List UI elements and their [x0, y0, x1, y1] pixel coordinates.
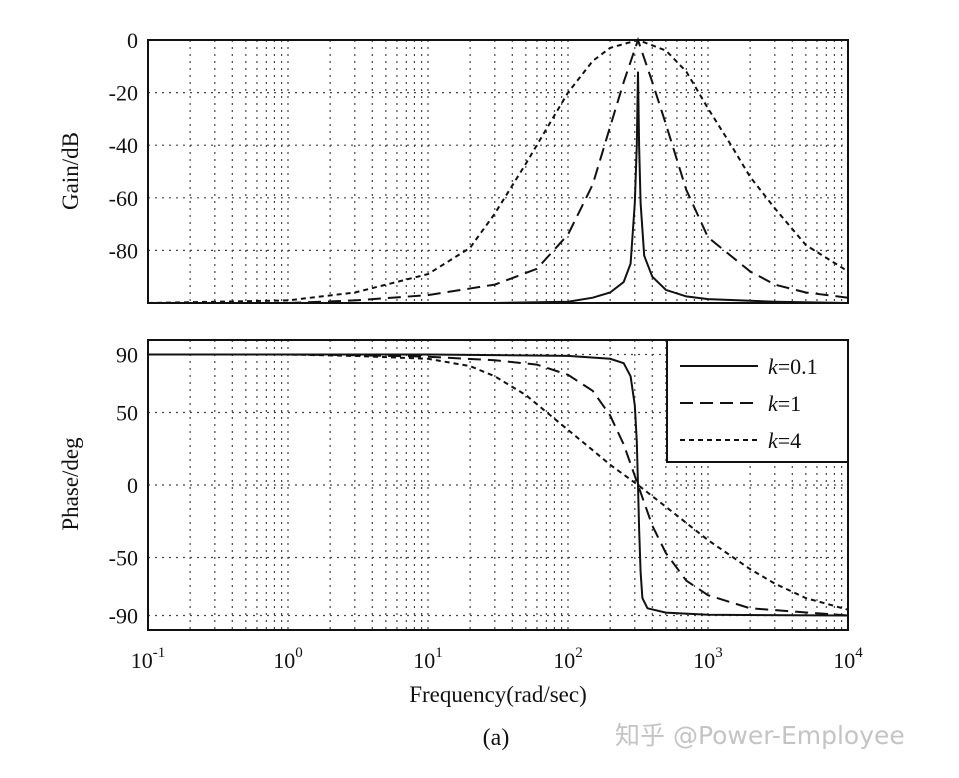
phase-curve-k01 — [148, 353, 849, 617]
phase-y-tick-label: 50 — [116, 401, 138, 426]
phase-y-tick-label: 90 — [116, 343, 138, 368]
figure-caption: (a) — [483, 725, 510, 751]
phase-y-ticks: 90 50 0 -50 -90 — [109, 343, 138, 629]
phase-panel: 90 50 0 -50 -90 Phase/deg — [58, 339, 849, 631]
phase-y-tick-label: -50 — [109, 546, 138, 571]
legend: k=0.1 k=1 k=4 — [666, 339, 849, 463]
gain-curves — [147, 36, 849, 304]
x-tick-label: 10-1 — [131, 645, 166, 673]
legend-k-k1: k — [768, 391, 779, 416]
legend-k-k01: k — [768, 354, 779, 379]
legend-box — [666, 339, 849, 463]
legend-item-k01: k=0.1 — [680, 354, 818, 379]
legend-label-k4: k=4 — [768, 428, 801, 453]
x-tick-label: 103 — [693, 645, 723, 673]
legend-item-k1: k=1 — [680, 391, 801, 416]
x-tick-label: 100 — [273, 645, 303, 673]
phase-y-tick-label: -90 — [109, 604, 138, 629]
gain-y-label: Gain/dB — [58, 132, 83, 210]
phase-curve-k1 — [148, 353, 849, 617]
legend-k-k4: k — [768, 428, 779, 453]
phase-curves — [148, 353, 849, 617]
legend-value-k4: =4 — [778, 428, 801, 453]
x-tick-label: 104 — [833, 645, 863, 673]
x-tick-label: 101 — [413, 645, 443, 673]
legend-label-k1: k=1 — [768, 391, 801, 416]
gain-grid — [148, 39, 848, 303]
legend-label-k01: k=0.1 — [768, 354, 818, 379]
gain-y-tick-label: -60 — [109, 186, 138, 211]
x-tick-label: 102 — [553, 645, 583, 673]
phase-y-tick-label: 0 — [127, 473, 138, 498]
phase-plot-frame — [147, 339, 849, 631]
gain-curve-k01 — [148, 71, 849, 304]
x-ticks: 10-1 100 101 102 103 104 — [131, 645, 864, 673]
phase-curve-k4 — [148, 353, 849, 611]
gain-panel: 0 -20 -40 -60 -80 Gain/dB — [58, 28, 849, 304]
legend-value-k01: =0.1 — [778, 354, 818, 379]
gain-plot-frame — [147, 39, 849, 304]
legend-value-k1: =1 — [778, 391, 801, 416]
gain-y-ticks: 0 -20 -40 -60 -80 — [109, 28, 138, 263]
gain-curve-k1 — [148, 36, 849, 304]
gain-y-tick-label: -20 — [109, 81, 138, 106]
phase-y-label: Phase/deg — [58, 437, 83, 531]
gain-curve-k4 — [147, 38, 849, 304]
gain-y-tick-label: -40 — [109, 133, 138, 158]
legend-item-k4: k=4 — [680, 428, 801, 453]
gain-y-tick-label: 0 — [127, 28, 138, 53]
x-axis-label: Frequency(rad/sec) — [409, 682, 587, 707]
watermark: 知乎 @Power-Employee — [615, 721, 905, 750]
gain-y-tick-label: -80 — [109, 238, 138, 263]
